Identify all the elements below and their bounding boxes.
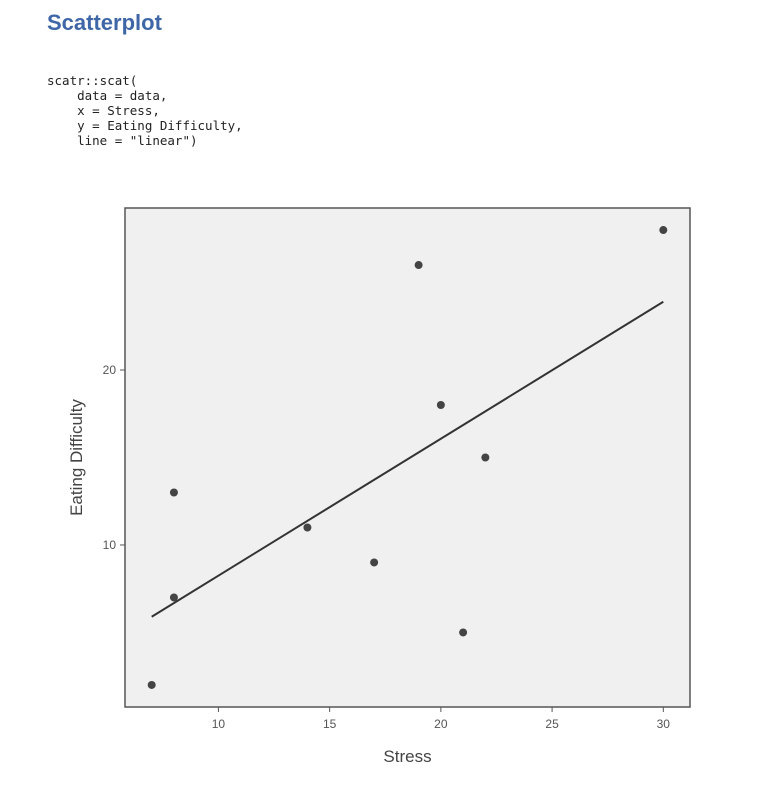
x-tick-label: 30 [657,717,671,731]
data-point [414,261,423,270]
section-heading: Scatterplot [47,10,162,35]
data-point [303,523,312,532]
x-tick-label: 20 [434,717,448,731]
data-point [169,488,178,497]
plot-panel [124,207,691,708]
data-point [147,680,156,689]
x-tick-label: 25 [545,717,559,731]
data-point [659,226,668,235]
y-axis-label: Eating Difficulty [67,399,86,516]
y-tick-label: 20 [103,363,117,377]
data-point [169,593,178,602]
x-axis-label: Stress [383,747,431,766]
data-point [481,453,490,462]
data-point [459,628,468,637]
code-block: scatr::scat( data = data, x = Stress, y … [47,73,243,148]
fit-line [151,300,664,618]
x-tick-label: 15 [323,717,337,731]
y-tick-label: 10 [103,538,117,552]
data-point [370,558,379,567]
data-point [436,401,445,410]
x-tick-label: 10 [212,717,226,731]
